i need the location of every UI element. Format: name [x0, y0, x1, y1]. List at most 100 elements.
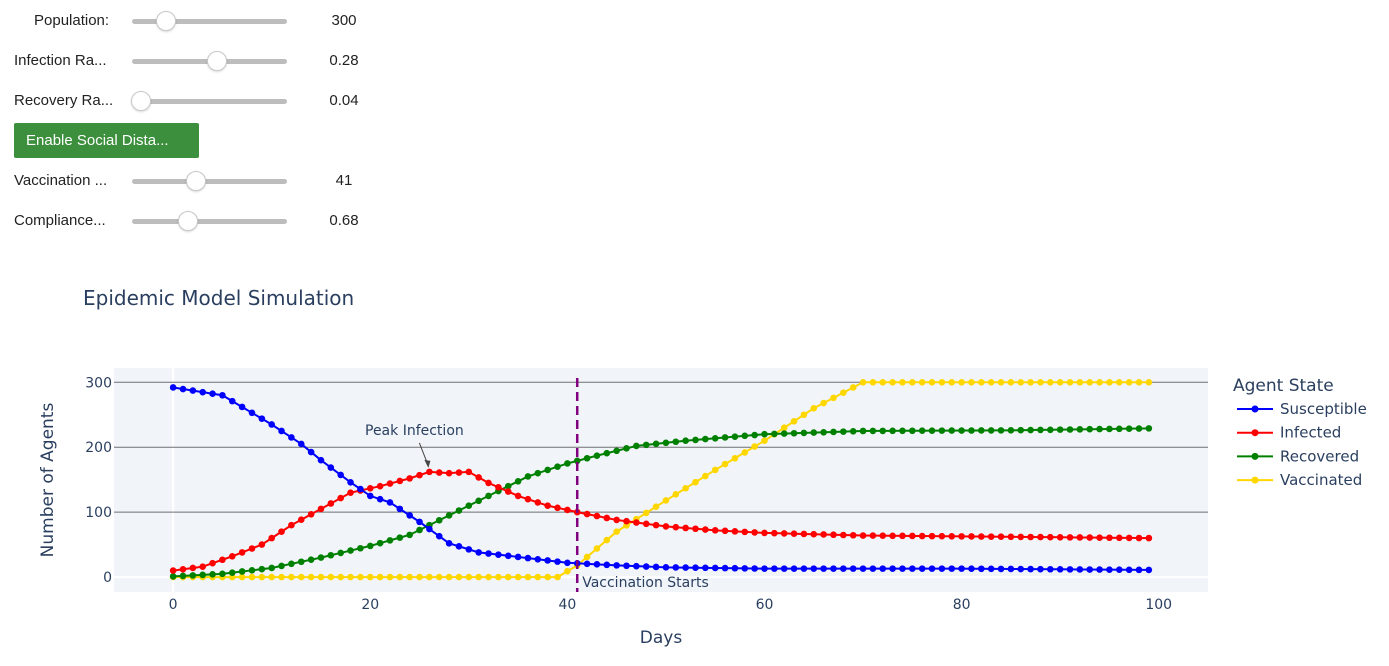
- susceptible-point: [1096, 566, 1103, 573]
- susceptible-point: [357, 485, 364, 493]
- population-slider-thumb[interactable]: [156, 11, 177, 31]
- series-vaccinated: [169, 378, 1153, 581]
- x-tick-label: 80: [953, 597, 971, 613]
- vaccinated-point: [662, 497, 670, 504]
- susceptible-point: [771, 565, 778, 572]
- series-infected: [169, 468, 1153, 574]
- vaccinated-point: [731, 454, 739, 462]
- vaccinated-point: [899, 378, 906, 386]
- recovered-point: [780, 430, 788, 437]
- vaccinated-point: [554, 573, 561, 581]
- vaccinated-point: [938, 378, 946, 386]
- compliance-slider-thumb[interactable]: [177, 211, 198, 231]
- infected-point: [189, 564, 197, 572]
- susceptible-point: [445, 540, 453, 547]
- recovered-point: [376, 539, 384, 547]
- susceptible-point: [948, 565, 956, 572]
- susceptible-line: [172, 386, 1149, 571]
- vaccination-slider-thumb[interactable]: [185, 171, 206, 191]
- vaccinated-point: [978, 378, 985, 386]
- vaccinated-point: [918, 378, 926, 386]
- infected-point: [652, 521, 660, 529]
- compliance-control: Compliance... 0.68: [0, 206, 400, 236]
- vaccinated-point: [455, 573, 463, 581]
- vaccinated-point: [948, 378, 956, 386]
- susceptible-point: [800, 565, 808, 572]
- legend-marker-vaccinated: [1251, 476, 1259, 484]
- infected-point: [987, 533, 995, 540]
- susceptible-point: [327, 464, 335, 471]
- infected-point: [386, 480, 394, 487]
- vaccinated-point: [1106, 378, 1113, 386]
- infected-point: [859, 532, 867, 539]
- infected-point: [268, 534, 275, 542]
- social-distancing-button[interactable]: Enable Social Dista...: [14, 123, 199, 158]
- infected-point: [1017, 533, 1025, 541]
- vaccinated-point: [258, 573, 266, 581]
- vaccinated-point: [357, 573, 364, 581]
- recovered-point: [909, 427, 916, 435]
- infected-point: [416, 471, 423, 479]
- infected-point: [534, 499, 542, 506]
- susceptible-point: [248, 409, 256, 417]
- vaccinated-point: [1135, 378, 1143, 386]
- recovered-point: [524, 473, 532, 480]
- infected-point: [1096, 534, 1103, 541]
- infected-point: [692, 525, 699, 533]
- series-susceptible: [169, 384, 1153, 574]
- susceptible-point: [682, 564, 689, 571]
- recovered-point: [613, 447, 620, 455]
- vaccination-slider[interactable]: [132, 171, 287, 191]
- susceptible-point: [840, 565, 847, 572]
- susceptible-point: [406, 512, 413, 519]
- recovery-rate-slider[interactable]: [131, 91, 287, 111]
- recovered-point: [307, 556, 315, 563]
- population-slider[interactable]: [132, 11, 287, 31]
- vaccinated-point: [327, 573, 335, 581]
- vaccinated-point: [583, 553, 591, 561]
- infected-point: [1086, 534, 1094, 541]
- infected-point: [997, 533, 1005, 541]
- infected-point: [938, 532, 946, 540]
- infected-point: [761, 529, 768, 537]
- susceptible-point: [238, 403, 246, 411]
- vaccinated-point: [534, 573, 542, 581]
- infected-point: [485, 479, 492, 487]
- susceptible-point: [1047, 565, 1054, 573]
- susceptible-point: [1056, 566, 1064, 573]
- vaccinated-point: [485, 573, 492, 581]
- infected-point: [830, 531, 837, 539]
- susceptible-point: [761, 565, 768, 572]
- vaccinated-point: [514, 573, 522, 581]
- chart-title: Epidemic Model Simulation: [83, 286, 354, 310]
- susceptible-point: [1017, 565, 1025, 573]
- infected-point: [918, 532, 926, 540]
- susceptible-point: [376, 495, 384, 503]
- recovered-point: [1115, 425, 1123, 433]
- susceptible-point: [909, 565, 916, 572]
- susceptible-point: [642, 563, 650, 570]
- infected-point: [623, 517, 630, 525]
- susceptible-point: [672, 564, 680, 571]
- compliance-slider[interactable]: [132, 211, 287, 231]
- recovered-point: [248, 567, 256, 574]
- recovered-point: [593, 452, 601, 459]
- recovered-point: [830, 428, 837, 436]
- y-axis-label: Number of Agents: [38, 403, 58, 558]
- vaccinated-point: [849, 384, 857, 391]
- infected-point: [337, 494, 344, 502]
- susceptible-point: [337, 471, 344, 479]
- vaccinated-point: [1145, 378, 1153, 386]
- infection-rate-slider-thumb[interactable]: [207, 51, 228, 71]
- recovered-point: [1145, 425, 1153, 432]
- recovered-point: [347, 547, 354, 554]
- infected-point: [840, 531, 847, 539]
- recovered-point: [209, 571, 216, 578]
- infected-point: [879, 532, 887, 539]
- vaccination-label: Vaccination ...: [14, 172, 108, 189]
- legend-item-infected: Infected: [1280, 424, 1341, 442]
- recovery-rate-slider-thumb[interactable]: [131, 91, 152, 111]
- infection-rate-slider[interactable]: [132, 51, 287, 71]
- epidemic-chart: Epidemic Model Simulation 0 20 40 60 80 100 0…: [38, 286, 1367, 648]
- recovered-point: [623, 445, 630, 452]
